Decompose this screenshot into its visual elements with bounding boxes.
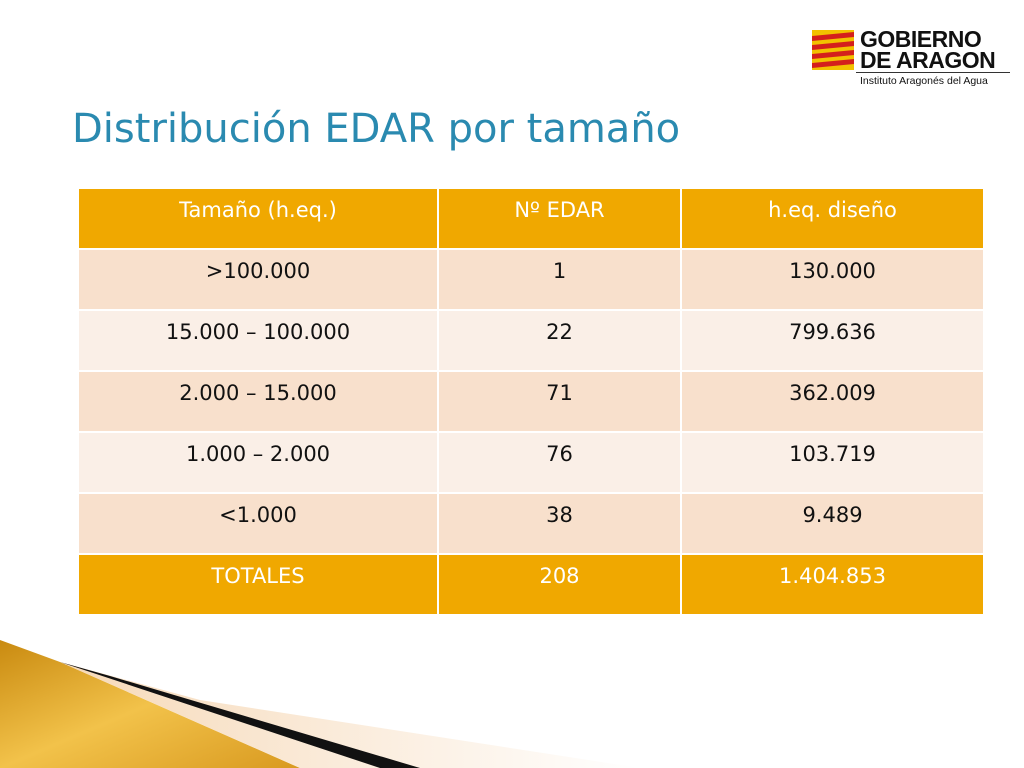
- table-row: >100.000 1 130.000: [77, 248, 985, 311]
- slide-title: Distribución EDAR por tamaño: [72, 106, 681, 152]
- cell-count: 22: [437, 309, 682, 372]
- cell-size: 2.000 – 15.000: [77, 370, 439, 433]
- cell-size: <1.000: [77, 492, 439, 555]
- table-row: 2.000 – 15.000 71 362.009: [77, 370, 985, 433]
- table-row: <1.000 38 9.489: [77, 492, 985, 555]
- cell-count: 1: [437, 248, 682, 311]
- header-edar-count: Nº EDAR: [437, 187, 682, 250]
- totals-count: 208: [437, 553, 682, 616]
- table-row: 1.000 – 2.000 76 103.719: [77, 431, 985, 494]
- aragon-flag-icon: [812, 30, 854, 70]
- totals-row: TOTALES 208 1.404.853: [77, 553, 985, 616]
- logo-line-3: Instituto Aragonés del Agua: [860, 75, 988, 87]
- table-header-row: Tamaño (h.eq.) Nº EDAR h.eq. diseño: [77, 187, 985, 250]
- header-design-heq: h.eq. diseño: [680, 187, 985, 250]
- cell-size: 15.000 – 100.000: [77, 309, 439, 372]
- cell-count: 38: [437, 492, 682, 555]
- cell-heq: 103.719: [680, 431, 985, 494]
- totals-label: TOTALES: [77, 553, 439, 616]
- cell-heq: 130.000: [680, 248, 985, 311]
- decorative-swoosh: [0, 640, 640, 768]
- gobierno-aragon-logo: GOBIERNO DE ARAGON Instituto Aragonés de…: [812, 28, 1012, 90]
- logo-line-1: GOBIERNO: [860, 26, 982, 52]
- edar-size-table: Tamaño (h.eq.) Nº EDAR h.eq. diseño >100…: [77, 187, 985, 616]
- logo-divider: [856, 72, 1010, 73]
- cell-size: 1.000 – 2.000: [77, 431, 439, 494]
- cell-heq: 799.636: [680, 309, 985, 372]
- totals-heq: 1.404.853: [680, 553, 985, 616]
- header-size: Tamaño (h.eq.): [77, 187, 439, 250]
- table-row: 15.000 – 100.000 22 799.636: [77, 309, 985, 372]
- cell-count: 76: [437, 431, 682, 494]
- cell-size: >100.000: [77, 248, 439, 311]
- logo-line-2: DE ARAGON: [860, 47, 996, 73]
- cell-count: 71: [437, 370, 682, 433]
- cell-heq: 9.489: [680, 492, 985, 555]
- cell-heq: 362.009: [680, 370, 985, 433]
